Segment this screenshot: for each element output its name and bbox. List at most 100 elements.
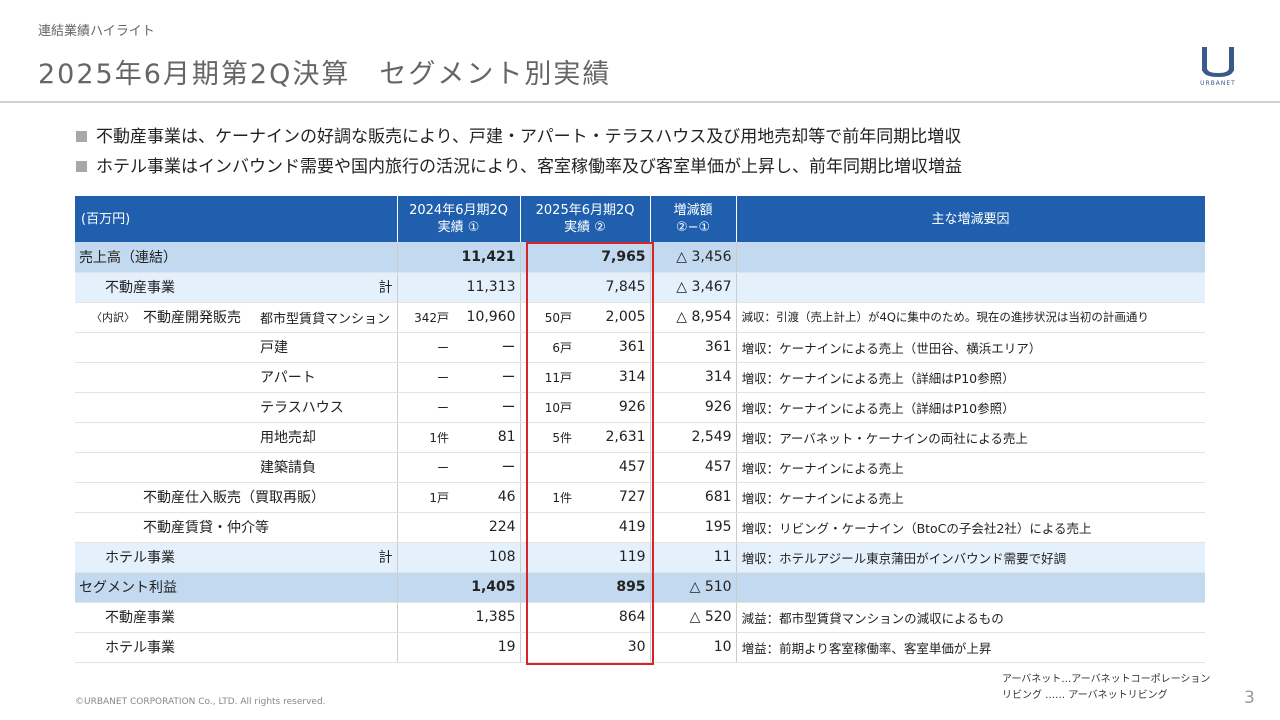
value-2025: 457 bbox=[576, 452, 651, 483]
value-diff: △ 3,456 bbox=[649, 242, 737, 273]
breakdown-label: 〈内訳〉 bbox=[75, 302, 139, 333]
units-2025 bbox=[519, 452, 577, 483]
row-label: 不動産事業 bbox=[75, 602, 398, 633]
value-2025: 119 bbox=[519, 542, 651, 573]
value-diff: 2,549 bbox=[649, 422, 737, 453]
reason-text bbox=[735, 242, 1206, 273]
value-diff: 314 bbox=[649, 362, 737, 393]
item-label: 都市型賃貸マンション bbox=[256, 302, 398, 333]
value-2024: ー bbox=[453, 362, 521, 393]
table-row-rental: 不動産賃貸・仲介等 224 419 195 増収：リビング・ケーナイン（BtoC… bbox=[75, 512, 1206, 543]
table-row-kodate: 戸建 ー ー 6戸 361 361 増収：ケーナインによる売上（世田谷、横浜エリ… bbox=[75, 332, 1206, 363]
logo-u-icon bbox=[1202, 47, 1234, 77]
reason-text: 減益：都市型賃貸マンションの減収によるもの bbox=[735, 602, 1206, 633]
reason-text: 増益：前期より客室稼働率、客室単価が上昇 bbox=[735, 632, 1206, 663]
table-header-row: (百万円) 2024年6月期2Q 実績 ① 2025年6月期2Q 実績 ② 増減額 ②… bbox=[75, 196, 1206, 242]
table-row-profit-realestate: 不動産事業 1,385 864 △ 520 減益：都市型賃貸マンションの減収によ… bbox=[75, 602, 1206, 633]
row-suffix: 計 bbox=[256, 272, 398, 303]
table-row-sales: 売上高（連結） 11,421 7,965 △ 3,456 bbox=[75, 242, 1206, 273]
value-2025: 314 bbox=[576, 362, 651, 393]
row-label: セグメント利益 bbox=[75, 572, 398, 603]
units-2024: 1件 bbox=[396, 422, 454, 453]
units-2024: ー bbox=[396, 452, 454, 483]
value-2025: 419 bbox=[519, 512, 651, 543]
value-diff: △ 510 bbox=[649, 572, 737, 603]
value-2024: 108 bbox=[396, 542, 521, 573]
item-label: 戸建 bbox=[256, 332, 398, 363]
page-title: 2025年6月期第2Q決算 セグメント別実績 bbox=[38, 59, 612, 90]
bullet-square-icon bbox=[76, 131, 87, 142]
row-label: 売上高（連結） bbox=[75, 242, 398, 273]
units-2024: 342戸 bbox=[396, 302, 454, 333]
header-reason: 主な増減要因 bbox=[736, 196, 1206, 242]
reason-text: 増収：アーバネット・ケーナインの両社による売上 bbox=[735, 422, 1206, 453]
table-row-mansion: 〈内訳〉 不動産開発販売 都市型賃貸マンション 342戸 10,960 50戸 … bbox=[75, 302, 1206, 333]
value-diff: 10 bbox=[649, 632, 737, 663]
note-line: リビング …… アーバネットリビング bbox=[1002, 690, 1168, 701]
logo-text: URBANET bbox=[1200, 80, 1236, 87]
units-2025: 11戸 bbox=[519, 362, 577, 393]
note-line: アーバネット…アーバネットコーポレーション bbox=[1002, 674, 1211, 685]
reason-text: 増収：ケーナインによる売上（詳細はP10参照） bbox=[735, 362, 1206, 393]
row-suffix: 計 bbox=[256, 542, 398, 573]
item-label: アパート bbox=[256, 362, 398, 393]
value-2024: 81 bbox=[453, 422, 521, 453]
units-2025: 5件 bbox=[519, 422, 577, 453]
units-2024: 1戸 bbox=[396, 482, 454, 513]
value-diff: 926 bbox=[649, 392, 737, 423]
value-2025: 864 bbox=[519, 602, 651, 633]
table-row-realestate-total: 不動産事業 計 11,313 7,845 △ 3,467 bbox=[75, 272, 1206, 303]
row-label: 不動産事業 bbox=[75, 272, 256, 303]
value-diff: △ 8,954 bbox=[649, 302, 737, 333]
value-2025: 2,005 bbox=[576, 302, 651, 333]
copyright: ©URBANET CORPORATION Co., LTD. All right… bbox=[75, 697, 326, 707]
value-diff: △ 3,467 bbox=[649, 272, 737, 303]
units-2024: ー bbox=[396, 362, 454, 393]
value-2024: ー bbox=[453, 452, 521, 483]
value-2024: ー bbox=[453, 392, 521, 423]
abbreviation-notes: アーバネット…アーバネットコーポレーション リビング …… アーバネットリビング bbox=[1002, 672, 1210, 704]
table-row-profit-hotel: ホテル事業 19 30 10 増益：前期より客室稼働率、客室単価が上昇 bbox=[75, 632, 1206, 663]
value-2025: 895 bbox=[519, 572, 651, 603]
header-diff: 増減額 ②−① bbox=[650, 196, 737, 242]
value-2024: 11,421 bbox=[396, 242, 521, 273]
units-2025: 6戸 bbox=[519, 332, 577, 363]
item-label: 建築請負 bbox=[256, 452, 398, 483]
table-row-land: 用地売却 1件 81 5件 2,631 2,549 増収：アーバネット・ケーナイ… bbox=[75, 422, 1206, 453]
title-divider bbox=[0, 101, 1280, 103]
row-label: 不動産仕入販売（買取再販） bbox=[139, 482, 398, 513]
header-2024: 2024年6月期2Q 実績 ① bbox=[397, 196, 521, 242]
bullet-text: ホテル事業はインバウンド需要や国内旅行の活況により、客室稼働率及び客室単価が上昇… bbox=[96, 157, 962, 177]
row-label: 不動産賃貸・仲介等 bbox=[139, 512, 398, 543]
value-2024: 11,313 bbox=[396, 272, 521, 303]
reason-text: 増収：ケーナインによる売上（世田谷、横浜エリア） bbox=[735, 332, 1206, 363]
value-2025: 361 bbox=[576, 332, 651, 363]
group-label: 不動産開発販売 bbox=[139, 302, 256, 333]
bullet-square-icon bbox=[76, 161, 87, 172]
units-2024: ー bbox=[396, 392, 454, 423]
item-label: 用地売却 bbox=[256, 422, 398, 453]
reason-text bbox=[735, 572, 1206, 603]
row-label: ホテル事業 bbox=[75, 542, 256, 573]
header-2025: 2025年6月期2Q 実績 ② bbox=[520, 196, 651, 242]
value-2024: 224 bbox=[396, 512, 521, 543]
table-row-contract: 建築請負 ー ー 457 457 増収：ケーナインによる売上 bbox=[75, 452, 1206, 483]
reason-text: 減収：引渡（売上計上）が4Qに集中のため。現在の進捗状況は当初の計画通り bbox=[735, 302, 1206, 333]
value-2024: ー bbox=[453, 332, 521, 363]
reason-text: 増収：ケーナインによる売上 bbox=[735, 452, 1206, 483]
value-2024: 46 bbox=[453, 482, 521, 513]
value-2025: 727 bbox=[576, 482, 651, 513]
value-diff: 11 bbox=[649, 542, 737, 573]
value-diff: 195 bbox=[649, 512, 737, 543]
value-2025: 30 bbox=[519, 632, 651, 663]
row-label: ホテル事業 bbox=[75, 632, 398, 663]
table-row-terrace: テラスハウス ー ー 10戸 926 926 増収：ケーナインによる売上（詳細は… bbox=[75, 392, 1206, 423]
value-2025: 926 bbox=[576, 392, 651, 423]
value-2025: 2,631 bbox=[576, 422, 651, 453]
value-diff: 361 bbox=[649, 332, 737, 363]
bullet-item: ホテル事業はインバウンド需要や国内旅行の活況により、客室稼働率及び客室単価が上昇… bbox=[76, 152, 962, 182]
reason-text: 増収：ケーナインによる売上（詳細はP10参照） bbox=[735, 392, 1206, 423]
value-diff: △ 520 bbox=[649, 602, 737, 633]
table-row-resale: 不動産仕入販売（買取再販） 1戸 46 1件 727 681 増収：ケーナインに… bbox=[75, 482, 1206, 513]
value-2024: 19 bbox=[396, 632, 521, 663]
